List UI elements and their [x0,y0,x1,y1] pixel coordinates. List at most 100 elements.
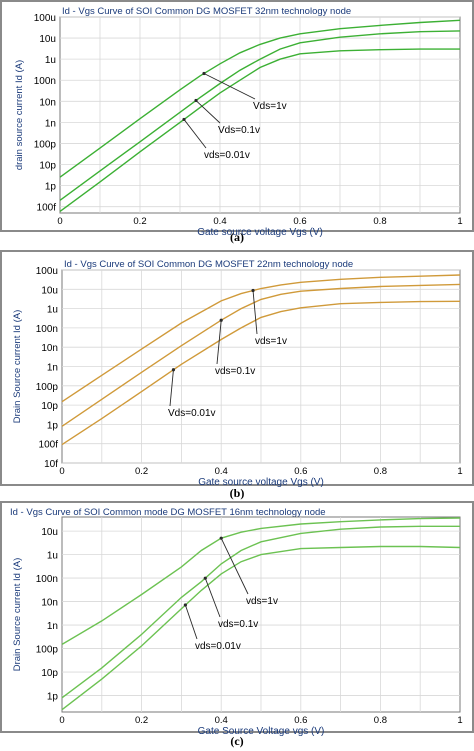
annotation-label: vds=0.1v [215,366,255,377]
series-line [61,517,461,646]
annotation-point [251,288,255,293]
x-tick-label: 0.6 [293,216,306,227]
y-tick-label: 1p [45,182,57,193]
caption-b: (b) [229,486,245,500]
annotation-point [203,576,207,580]
chart-title: Id - Vgs Curve of SOI Common mode DG MOS… [10,507,326,518]
y-tick-label: 10u [39,34,56,45]
y-tick-label: 1u [47,305,58,316]
annotation-leader [203,73,256,100]
y-tick-label: 100n [36,574,58,585]
annotation-leader [220,537,249,595]
x-tick-label: 0.2 [135,466,148,477]
caption-a: (a) [230,230,244,244]
y-tick-label: 100n [34,76,56,87]
y-tick-label: 100u [34,13,56,24]
x-tick-label: 1 [457,466,462,477]
y-tick-label: 1u [45,55,56,66]
x-tick-label: 0 [59,715,64,726]
annotation-point [194,98,198,103]
annotation-point [183,603,187,607]
y-axis-label: drain source current Id (A) [14,60,25,170]
chart-title: Id - Vgs Curve of SOI Common DG MOSFET 2… [64,259,353,270]
x-tick-label: 0 [59,466,64,477]
title-bar [2,2,472,17]
series-line [61,283,461,427]
y-tick-label: 100p [36,382,59,393]
x-tick-label: 0.6 [294,715,307,726]
annotation-label: Vds=1v [253,101,287,112]
annotation-label: vds=0.01v [195,641,241,652]
annotation-label: vds=0.1v [218,619,258,630]
annotation-label: Vds=0.01v [168,408,216,419]
chart-a-svg: Id - Vgs Curve of SOI Common DG MOSFET 3… [2,2,472,238]
x-tick-label: 0.4 [215,715,228,726]
annotation-label: vds=0.01v [204,150,250,161]
y-tick-label: 1p [47,420,59,431]
series-line [61,300,461,446]
annotation-point [219,318,223,322]
chart-panel-a: Id - Vgs Curve of SOI Common DG MOSFET 3… [0,0,474,244]
annotation-leader [204,578,221,618]
caption-c: (c) [230,734,244,748]
y-tick-label: 10u [41,527,58,538]
x-tick-label: 0.4 [215,466,228,477]
chart-panel-c: Id - Vgs Curve of SOI Common mode DG MOS… [0,501,474,751]
annotation-leader [169,369,174,407]
y-tick-label: 100p [36,645,59,656]
series-line [61,274,461,403]
y-tick-label: 1u [47,551,58,562]
annotation-point [182,117,186,122]
x-tick-label: 0.8 [373,216,386,227]
series-line [61,525,460,699]
chart-b-svg: Id - Vgs Curve of SOI Common DG MOSFET 2… [2,252,472,488]
series-line [61,545,461,711]
annotation-label: Vds=0.1v [218,125,260,136]
title-bar [2,503,472,520]
y-tick-label: 10f [44,459,58,470]
annotation-leader [183,119,207,149]
chart-panel-b: Id - Vgs Curve of SOI Common DG MOSFET 2… [0,250,474,500]
series-line [59,48,460,212]
y-tick-label: 10u [41,285,58,296]
y-tick-label: 1p [47,692,59,703]
y-tick-label: 10p [41,668,58,679]
x-tick-label: 0.2 [135,715,148,726]
x-axis-label: Gate source voltage Vgs (V) [197,227,323,238]
annotation-leader [184,604,198,640]
y-axis-label: Drain Source current Id (A) [12,310,23,424]
x-tick-label: 0.8 [374,466,387,477]
y-tick-label: 10n [41,343,58,354]
x-tick-label: 0.4 [213,216,226,227]
y-tick-label: 1n [45,118,56,129]
x-tick-label: 0 [57,216,62,227]
x-tick-label: 0.2 [133,216,146,227]
x-tick-label: 0.8 [374,715,387,726]
y-tick-label: 10n [41,598,58,609]
annotation-point [171,368,176,372]
chart-title: Id - Vgs Curve of SOI Common DG MOSFET 3… [62,6,351,17]
y-tick-label: 10p [39,161,56,172]
x-tick-label: 0.6 [294,466,307,477]
annotation-label: vds=1v [246,596,278,607]
y-tick-label: 100n [36,324,58,335]
x-tick-label: 1 [457,216,462,227]
annotation-point [202,71,206,76]
annotation-point [219,536,223,540]
annotation-label: vds=1v [255,336,287,347]
y-tick-label: 10n [39,97,56,108]
x-axis-label: Gate Source Voltage vgs (V) [198,726,325,737]
title-bar [2,252,472,267]
annotation-leader [252,290,258,335]
chart-c-svg: Id - Vgs Curve of SOI Common mode DG MOS… [2,503,472,737]
series-line [59,19,461,178]
y-tick-label: 100p [34,139,57,150]
y-tick-label: 100f [37,203,57,214]
y-tick-label: 100f [39,440,59,451]
y-tick-label: 10p [41,401,58,412]
y-tick-label: 1n [47,363,58,374]
annotation-leader [195,100,221,124]
y-tick-label: 1n [47,621,58,632]
annotation-leader [216,320,222,365]
x-tick-label: 1 [457,715,462,726]
